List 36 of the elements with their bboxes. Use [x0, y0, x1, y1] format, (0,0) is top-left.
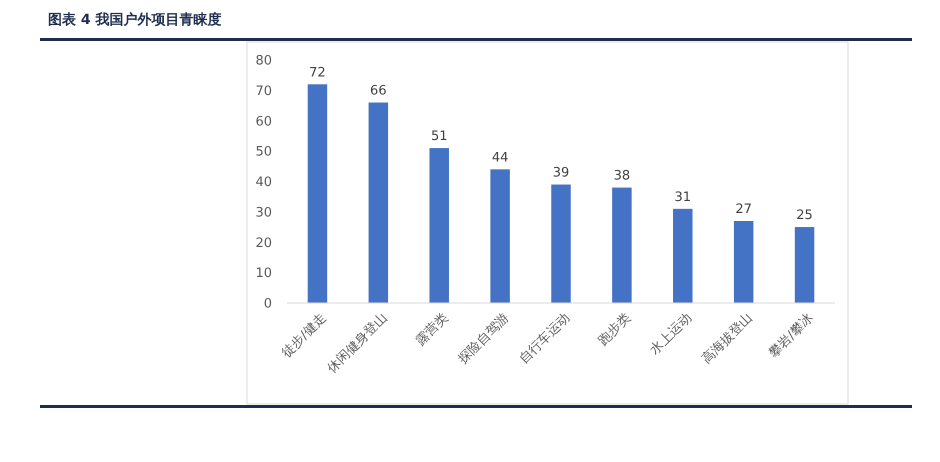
- data-label: 66: [370, 84, 387, 99]
- bar: [612, 188, 632, 303]
- y-tick-label: 70: [255, 84, 272, 99]
- y-tick-label: 30: [255, 205, 272, 220]
- data-label: 25: [796, 208, 813, 224]
- bar: [308, 84, 328, 303]
- y-tick-label: 80: [255, 54, 272, 69]
- data-label: 51: [430, 129, 448, 144]
- x-tick-label: 自行车运动: [516, 310, 574, 368]
- bar: [734, 220, 754, 303]
- x-tick-label: 徒步/健走: [279, 310, 330, 361]
- text: 图表 4 我国户外项目青睐度: [48, 11, 222, 28]
- data-label: 39: [552, 166, 570, 181]
- data-label: 31: [674, 190, 692, 205]
- x-tick-label: 高海拔登山: [698, 310, 756, 368]
- bar: [429, 148, 449, 303]
- y-tick-label: 50: [255, 144, 272, 160]
- y-tick-label: 60: [255, 114, 272, 130]
- x-tick-label: 探险自驾游: [456, 310, 512, 368]
- x-tick-label: 露营类: [413, 310, 452, 349]
- y-tick-label: 20: [255, 236, 272, 251]
- x-tick-label: 跑步类: [596, 310, 634, 349]
- x-tick-label: 攀岩/攀冰: [766, 310, 817, 361]
- y-tick-label: 10: [255, 266, 272, 282]
- data-label: 72: [309, 65, 326, 80]
- y-tick-label: 0: [264, 296, 272, 312]
- x-tick-label: 水上运动: [647, 310, 695, 358]
- data-label: 27: [735, 202, 752, 217]
- bar: [368, 102, 388, 303]
- bar: [673, 208, 693, 303]
- bar: [551, 184, 571, 303]
- data-label: 44: [492, 150, 508, 166]
- bar: [794, 227, 814, 303]
- data-label: 38: [614, 168, 630, 184]
- bar: [490, 169, 510, 303]
- y-tick-label: 40: [255, 175, 272, 190]
